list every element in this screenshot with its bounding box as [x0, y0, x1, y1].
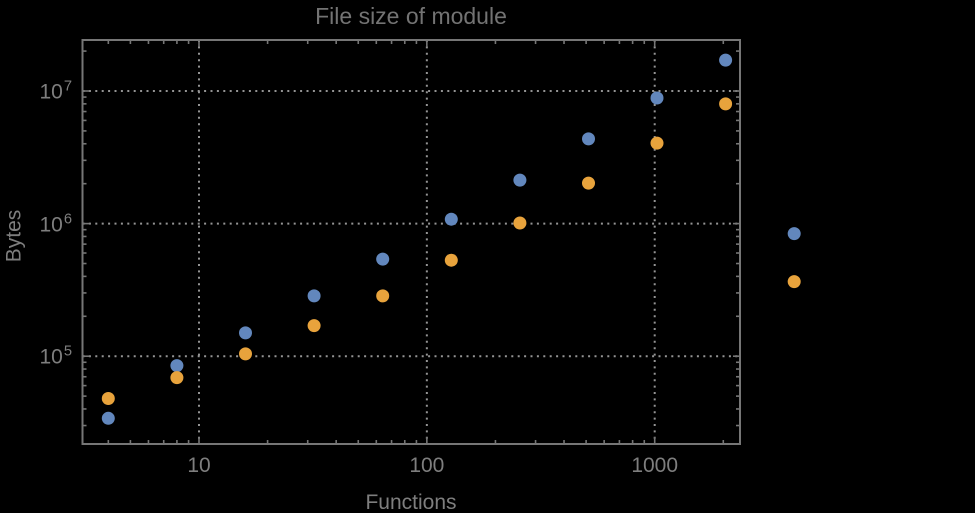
data-point-orange — [719, 97, 733, 111]
y-tick-label-10e6: 106 — [39, 211, 72, 237]
data-point-blue — [239, 326, 252, 340]
data-point-blue — [513, 173, 527, 187]
data-point-orange — [787, 275, 801, 289]
y-tick-label-10e5: 105 — [39, 343, 72, 369]
data-point-orange — [513, 216, 527, 230]
data-point-orange — [239, 347, 252, 361]
data-point-blue — [444, 212, 458, 226]
data-point-blue — [650, 91, 664, 105]
data-point-blue — [787, 227, 801, 241]
data-point-blue — [719, 53, 733, 67]
data-point-orange — [444, 253, 458, 267]
data-point-blue — [376, 252, 390, 266]
x-tick-label-100: 100 — [409, 454, 445, 477]
data-point-orange — [650, 136, 664, 150]
data-point-blue — [307, 289, 321, 303]
chart-title: File size of module — [315, 3, 507, 29]
y-tick-exponent: 5 — [63, 343, 72, 360]
y-tick-exponent: 7 — [63, 78, 72, 95]
plot-frame — [81, 39, 741, 445]
data-point-blue — [170, 359, 184, 373]
data-point-orange — [582, 176, 595, 190]
x-axis-label: Functions — [365, 491, 457, 513]
y-tick-label-10e7: 107 — [39, 78, 72, 104]
y-tick-exponent: 6 — [63, 211, 72, 228]
data-point-orange — [170, 371, 184, 385]
data-point-orange — [307, 319, 321, 333]
data-point-blue — [582, 132, 595, 146]
data-point-orange — [101, 392, 115, 405]
data-point-blue — [101, 411, 115, 425]
x-tick-label-1000: 1000 — [631, 454, 679, 477]
x-tick-label-10: 10 — [187, 454, 211, 477]
data-point-orange — [376, 289, 390, 303]
